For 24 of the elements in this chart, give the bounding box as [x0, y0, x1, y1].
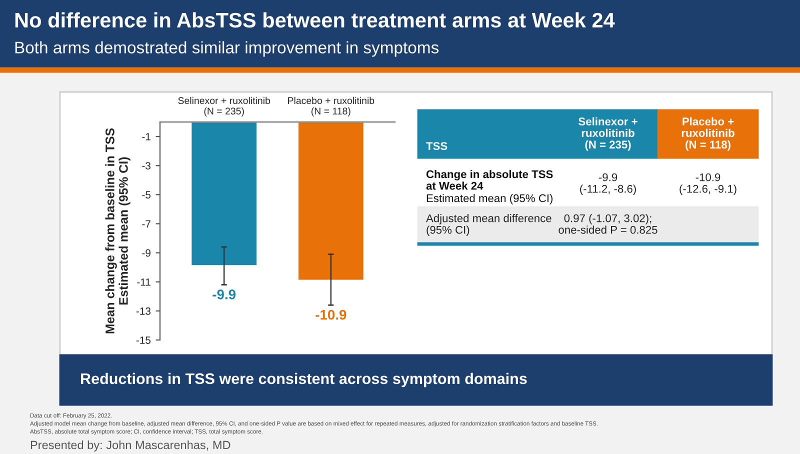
y-tick-label: -15	[136, 336, 151, 344]
y-tick-label: -1	[142, 133, 150, 140]
data-label: -10.9	[316, 310, 346, 320]
text: Presented by: John Mascarenhas, MD	[30, 440, 230, 452]
text: Estimated mean (95% CI)	[426, 194, 553, 204]
data-label: -9.9	[212, 290, 236, 300]
text: -9.9 (-11.2, -8.6)	[580, 173, 636, 195]
y-tick-label: -9	[142, 249, 150, 257]
text: Selinexor + ruxolitinib (N = 235)	[578, 117, 638, 151]
chart-title: No difference in AbsTSS between treatment arms at Week 24	[15, 12, 615, 28]
text: TSS	[426, 142, 448, 150]
text: Placebo + ruxolitinib (N = 118)	[682, 117, 734, 151]
text: 0.97 (-1.07, 3.02); one-sided P = 0.825	[558, 214, 658, 234]
y-tick-label: -7	[142, 220, 150, 228]
y-tick-label: -11	[137, 278, 150, 286]
chart-subtitle: Both arms demostrated similar improvement in symptoms	[15, 41, 439, 57]
text: Change in absolute TSS at Week 24	[426, 170, 553, 190]
y-tick-label: -5	[142, 191, 151, 199]
text: -10.9 (-12.6, -9.1)	[680, 173, 736, 195]
y-tick-label: -3	[142, 162, 151, 170]
text: Adjusted mean difference (95% CI)	[426, 214, 552, 236]
y-axis-title: Mean change from baseline in TSS Estimated mean (95% CI)	[105, 128, 130, 334]
y-tick-label: -13	[136, 307, 151, 315]
text: Reductions in TSS were consistent across symptom domains	[81, 372, 527, 388]
